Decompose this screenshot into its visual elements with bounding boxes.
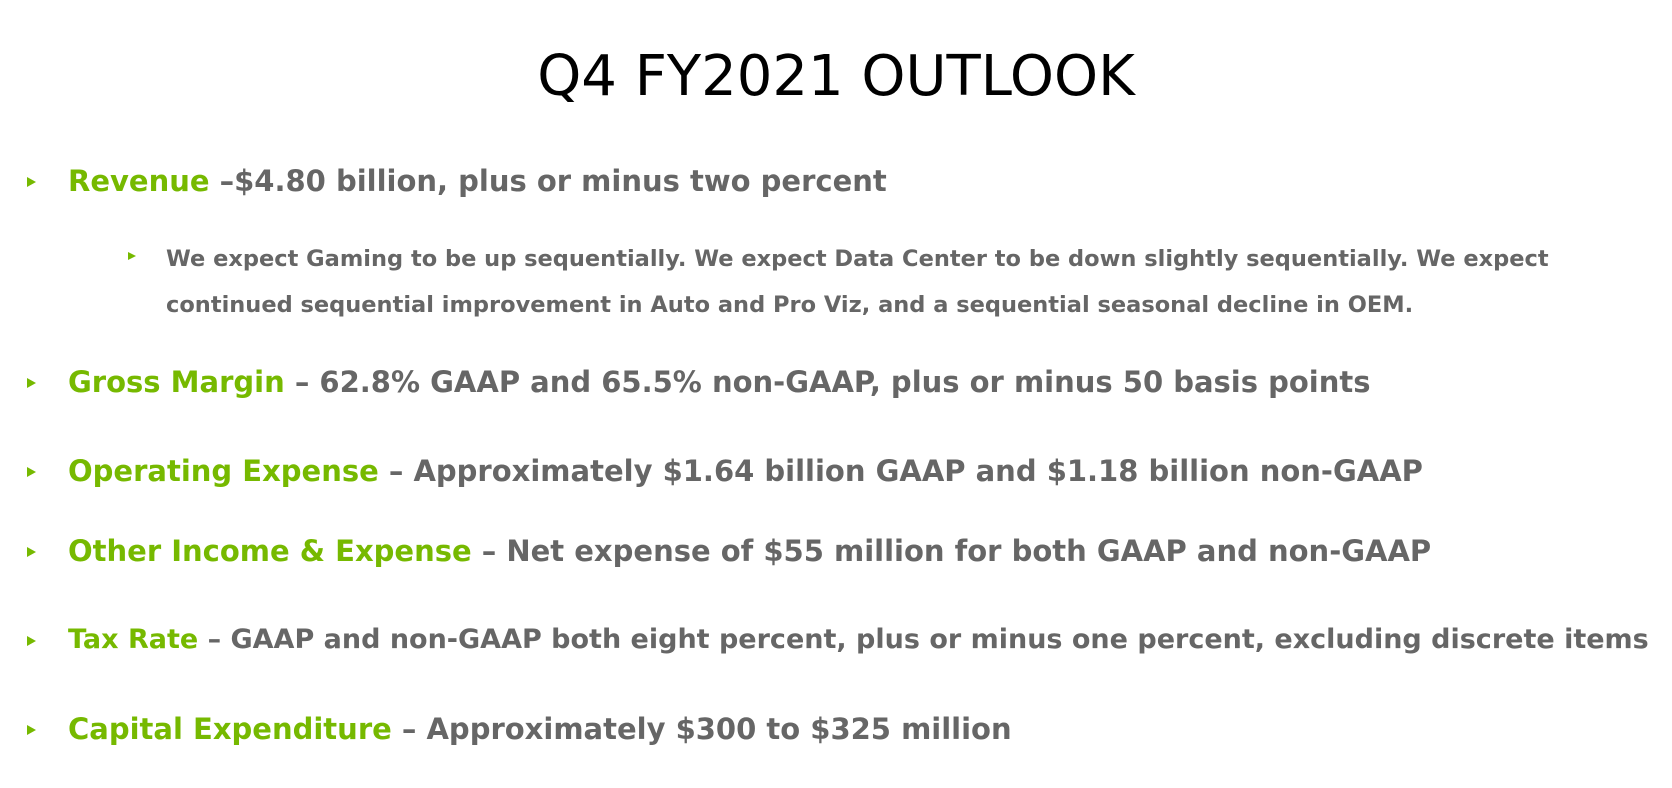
- bullet-triangle-icon: [27, 636, 36, 646]
- slide-title: Q4 FY2021 OUTLOOK: [537, 44, 1135, 109]
- bullet-term: Tax Rate: [68, 624, 199, 655]
- bullet-term: Other Income & Expense: [68, 534, 472, 568]
- bullet-detail: – Approximately $300 to $325 million: [391, 712, 1012, 746]
- bullet-triangle-icon: [27, 177, 36, 187]
- bullet-triangle-icon: [27, 547, 36, 557]
- bullet-text: Other Income & Expense – Net expense of …: [68, 531, 1431, 571]
- bullet-detail: – GAAP and non-GAAP both eight percent, …: [198, 624, 1649, 655]
- bullet-text: Revenue –$4.80 billion, plus or minus tw…: [68, 161, 887, 201]
- bullet-term: Capital Expenditure: [68, 712, 392, 746]
- bullet-text: Gross Margin – 62.8% GAAP and 65.5% non-…: [68, 362, 1371, 402]
- bullet-term: Gross Margin: [68, 365, 285, 399]
- sub-bullet-text: We expect Gaming to be up sequentially. …: [166, 246, 1549, 318]
- bullet-text: Capital Expenditure – Approximately $300…: [68, 709, 1012, 749]
- bullet-detail: –$4.80 billion, plus or minus two percen…: [209, 164, 887, 198]
- bullet-term: Operating Expense: [68, 454, 379, 488]
- bullet-text: Operating Expense – Approximately $1.64 …: [68, 451, 1423, 491]
- bullet-term: Revenue: [68, 164, 210, 198]
- bullet-triangle-icon: [27, 467, 36, 477]
- bullet-detail: – Net expense of $55 million for both GA…: [471, 534, 1432, 568]
- sub-bullet-triangle-icon: [128, 252, 136, 260]
- bullet-triangle-icon: [27, 378, 36, 388]
- bullet-detail: – 62.8% GAAP and 65.5% non-GAAP, plus or…: [284, 365, 1371, 399]
- bullet-detail: – Approximately $1.64 billion GAAP and $…: [378, 454, 1423, 488]
- bullet-triangle-icon: [27, 725, 36, 735]
- bullet-text: Tax Rate – GAAP and non-GAAP both eight …: [68, 620, 1649, 660]
